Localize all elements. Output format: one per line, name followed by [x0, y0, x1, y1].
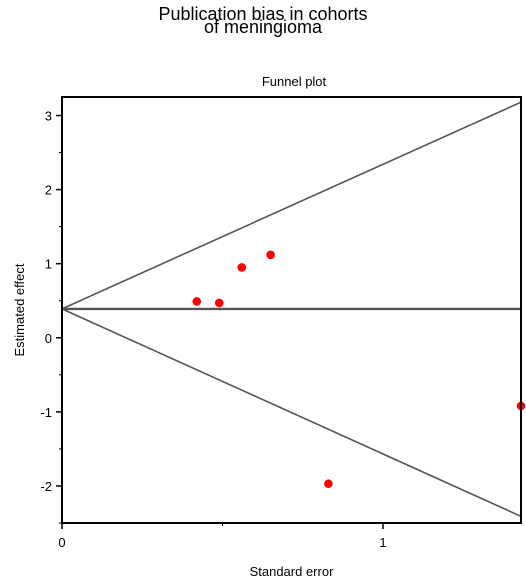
- plot-frame: [61, 96, 522, 524]
- chart-title-line-2: of meningioma: [203, 17, 323, 37]
- chart-title-line-1: Publication bias in cohorts: [158, 4, 368, 24]
- funnel-lines: [61, 101, 522, 518]
- data-point: [266, 250, 275, 260]
- x-tick-label: 0: [58, 535, 65, 550]
- data-point: [214, 298, 224, 308]
- y-axis: 3 2 1 0 -1 -2: [40, 109, 62, 524]
- data-point: [324, 479, 333, 489]
- x-axis-label: Standard error: [250, 564, 334, 579]
- y-tick-label: -1: [40, 405, 52, 420]
- funnel-lower-line: [61, 308, 522, 518]
- y-tick-label: 0: [45, 331, 52, 346]
- data-points: [192, 250, 526, 489]
- data-point: [192, 297, 202, 306]
- chart-subtitle: Funnel plot: [261, 74, 327, 89]
- data-point: [237, 263, 247, 272]
- y-axis-label: Estimated effect: [12, 263, 27, 356]
- y-tick-label: -2: [40, 479, 52, 494]
- y-tick-label: 3: [45, 109, 52, 124]
- x-tick-label: 1: [379, 535, 386, 550]
- y-tick-label: 2: [45, 183, 52, 198]
- chart-title: Publication bias in cohorts of meningiom…: [0, 4, 526, 37]
- funnel-upper-line: [61, 101, 522, 310]
- y-tick-label: 1: [45, 257, 52, 272]
